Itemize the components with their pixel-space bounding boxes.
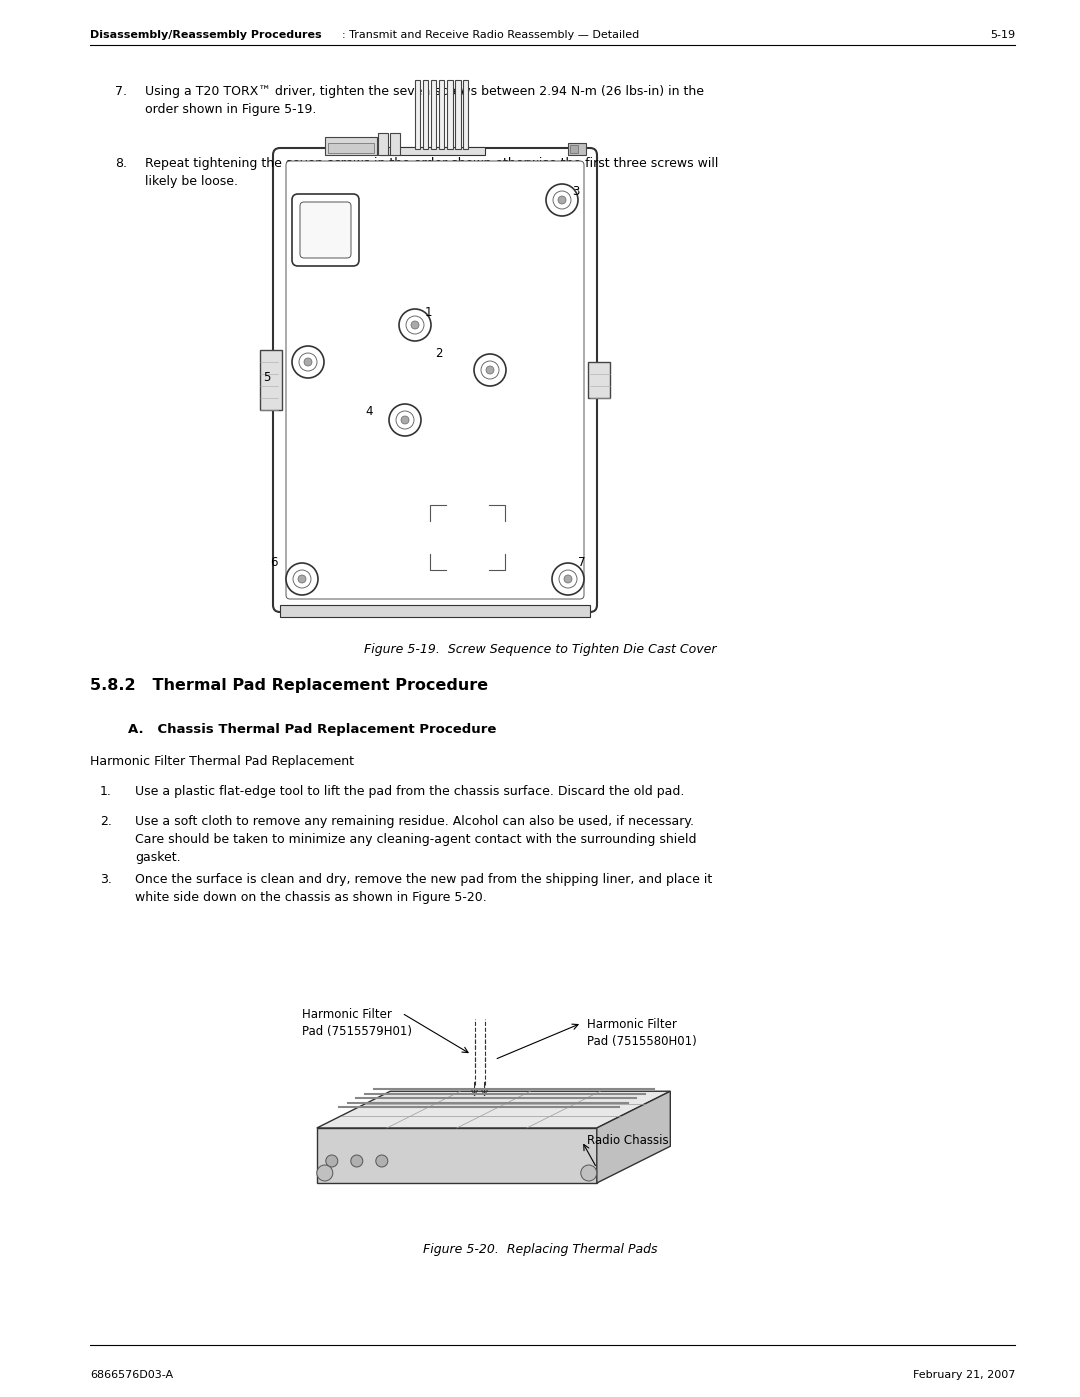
Bar [328,142,374,154]
Text: 5-19: 5-19 [990,29,1015,41]
Circle shape [546,184,578,217]
Circle shape [376,1155,388,1166]
Circle shape [286,563,318,595]
Text: Harmonic Filter Thermal Pad Replacement: Harmonic Filter Thermal Pad Replacement [90,754,354,768]
Text: 1: 1 [426,306,432,319]
Text: 7: 7 [578,556,585,569]
Circle shape [399,309,431,341]
Bar [568,142,586,155]
Circle shape [564,576,572,583]
Text: Harmonic Filter
Pad (7515580H01): Harmonic Filter Pad (7515580H01) [586,1018,697,1048]
Text: 5.8.2   Thermal Pad Replacement Procedure: 5.8.2 Thermal Pad Replacement Procedure [90,678,488,693]
Bar [455,80,460,149]
Bar [463,80,469,149]
Circle shape [303,358,312,366]
Circle shape [553,191,571,210]
Text: 2.: 2. [100,814,112,828]
Circle shape [351,1155,363,1166]
Circle shape [316,1165,333,1180]
Circle shape [292,346,324,379]
Text: February 21, 2007: February 21, 2007 [913,1370,1015,1380]
Circle shape [411,321,419,330]
Text: : Transmit and Receive Radio Reassembly — Detailed: : Transmit and Receive Radio Reassembly … [342,29,639,41]
Bar [280,605,590,617]
Text: Radio Chassis: Radio Chassis [586,1134,669,1147]
Text: 3: 3 [572,184,579,198]
Text: Use a plastic flat-edge tool to lift the pad from the chassis surface. Discard t: Use a plastic flat-edge tool to lift the… [135,785,685,798]
Text: Figure 5-19.  Screw Sequence to Tighten Die Cast Cover: Figure 5-19. Screw Sequence to Tighten D… [364,643,716,657]
Bar [431,80,436,149]
Bar [447,80,453,149]
Text: 3.: 3. [100,873,112,886]
Circle shape [558,196,566,204]
Circle shape [389,404,421,436]
Circle shape [581,1165,597,1180]
Bar [325,137,377,155]
Bar [390,133,400,155]
Circle shape [406,316,424,334]
Circle shape [481,360,499,379]
Text: Figure 5-20.  Replacing Thermal Pads: Figure 5-20. Replacing Thermal Pads [422,1243,658,1256]
Bar [378,133,388,155]
Bar [380,147,485,155]
Bar [570,145,578,154]
Circle shape [326,1155,338,1166]
Circle shape [298,576,306,583]
Bar [588,362,610,398]
Text: 6866576D03-A: 6866576D03-A [90,1370,173,1380]
Bar [423,80,429,149]
Text: 6: 6 [270,556,278,569]
Bar [260,351,282,409]
Circle shape [474,353,507,386]
Text: 1.: 1. [100,785,112,798]
Circle shape [396,411,414,429]
Text: Once the surface is clean and dry, remove the new pad from the shipping liner, a: Once the surface is clean and dry, remov… [135,873,712,904]
Circle shape [486,366,494,374]
Circle shape [559,570,577,588]
Text: Using a T20 TORX™ driver, tighten the seven screws between 2.94 N-m (26 lbs-in) : Using a T20 TORX™ driver, tighten the se… [145,85,704,116]
FancyBboxPatch shape [292,194,359,265]
Polygon shape [316,1091,671,1127]
Polygon shape [597,1091,671,1183]
Bar [415,80,420,149]
FancyBboxPatch shape [300,203,351,258]
FancyBboxPatch shape [286,161,584,599]
Polygon shape [316,1127,597,1183]
Text: 8.: 8. [114,156,127,170]
Text: 4: 4 [365,405,373,418]
Circle shape [293,570,311,588]
Circle shape [299,353,318,372]
Text: 2: 2 [435,346,443,360]
Text: 7.: 7. [114,85,127,98]
Text: A.   Chassis Thermal Pad Replacement Procedure: A. Chassis Thermal Pad Replacement Proce… [129,724,497,736]
Circle shape [401,416,409,425]
Text: Disassembly/Reassembly Procedures: Disassembly/Reassembly Procedures [90,29,322,41]
Text: Use a soft cloth to remove any remaining residue. Alcohol can also be used, if n: Use a soft cloth to remove any remaining… [135,814,697,863]
FancyBboxPatch shape [273,148,597,612]
Text: Harmonic Filter
Pad (7515579H01): Harmonic Filter Pad (7515579H01) [301,1009,411,1038]
Bar [438,80,445,149]
Text: Repeat tightening the seven screws in the order shown otherwise the first three : Repeat tightening the seven screws in th… [145,156,718,189]
Text: 5: 5 [264,372,270,384]
Circle shape [552,563,584,595]
